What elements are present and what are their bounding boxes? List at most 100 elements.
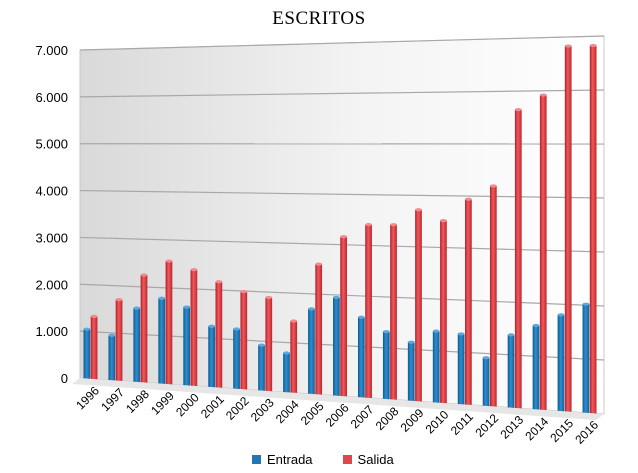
- bar-salida-top: [340, 235, 347, 239]
- bar-salida: [165, 260, 173, 385]
- bar-entrada: [532, 325, 540, 410]
- bar-entrada-top: [357, 315, 365, 319]
- x-tick-label: 2004: [273, 397, 302, 426]
- bar-entrada-top: [532, 323, 540, 328]
- x-tick-label: 2000: [173, 390, 202, 419]
- bar-entrada: [582, 304, 590, 413]
- bar-salida: [365, 224, 372, 399]
- bar-entrada-top: [457, 332, 465, 336]
- bar-salida-top: [489, 184, 497, 188]
- x-tick-label: 2003: [248, 395, 277, 424]
- chart-legend: Entrada Salida: [252, 452, 394, 467]
- bar-entrada-top: [83, 327, 91, 331]
- legend-label-entrada: Entrada: [267, 452, 313, 467]
- bar-entrada-top: [432, 329, 440, 333]
- bar-salida-top: [290, 319, 298, 323]
- y-tick-label: 6.000: [35, 90, 68, 105]
- bar-salida: [465, 199, 472, 405]
- x-tick-label: 2013: [497, 413, 526, 442]
- bar-salida: [140, 274, 148, 383]
- bar-salida-top: [240, 289, 248, 294]
- bar-entrada: [382, 331, 390, 400]
- chart-floor: [72, 378, 604, 420]
- x-tick-label: 1998: [123, 387, 152, 416]
- bar-salida-top: [390, 223, 397, 227]
- x-tick-label: 2016: [572, 418, 601, 447]
- bar-entrada: [83, 328, 91, 379]
- bar-salida-top: [115, 298, 123, 302]
- x-tick-label: 2015: [547, 416, 576, 445]
- y-tick-label: 1.000: [35, 324, 68, 339]
- bar-salida-top: [415, 208, 422, 212]
- gridline: [79, 89, 605, 98]
- bar-salida-top: [265, 295, 273, 300]
- bar-salida-top: [365, 223, 372, 227]
- bar-entrada: [457, 333, 465, 405]
- bar-entrada-top: [582, 302, 590, 306]
- bar-salida: [564, 45, 572, 412]
- bar-entrada-top: [183, 305, 191, 309]
- bar-entrada-top: [507, 333, 515, 337]
- bar-entrada: [482, 357, 490, 407]
- y-tick-label: 2.000: [35, 277, 68, 292]
- bar-salida: [589, 45, 597, 414]
- x-tick-label: 2009: [398, 406, 427, 435]
- bar-salida: [215, 281, 223, 388]
- bar-entrada: [233, 328, 240, 389]
- bar-entrada-top: [557, 313, 565, 317]
- bar-salida: [415, 209, 422, 402]
- bar-salida: [315, 263, 323, 395]
- y-tick-label: 5.000: [35, 137, 68, 152]
- legend-label-salida: Salida: [357, 452, 394, 467]
- gridline: [79, 35, 605, 51]
- bar-salida-top: [215, 280, 223, 284]
- x-tick-label: 2008: [373, 404, 402, 433]
- x-tick-label: 2002: [223, 394, 252, 423]
- bar-entrada-top: [382, 330, 390, 334]
- y-tick-label: 0: [61, 371, 68, 386]
- chart-title: ESCRITOS: [272, 8, 366, 29]
- bar-entrada: [407, 342, 415, 401]
- x-tick-label: 2011: [448, 409, 476, 437]
- bar-salida: [440, 220, 447, 404]
- bar-entrada-top: [258, 343, 265, 347]
- bar-entrada: [333, 297, 340, 396]
- bar-salida: [115, 299, 123, 381]
- bar-entrada: [507, 334, 515, 408]
- legend-swatch-salida: [342, 455, 352, 464]
- bar-entrada: [258, 344, 265, 391]
- bar-entrada: [108, 335, 116, 381]
- bar-entrada-top: [108, 333, 116, 337]
- bar-entrada-top: [407, 340, 415, 344]
- bar-entrada: [432, 330, 440, 403]
- y-tick-label: 4.000: [35, 184, 68, 199]
- bar-salida: [489, 185, 497, 407]
- x-tick-label: 2007: [348, 402, 377, 431]
- bar-salida-top: [190, 268, 198, 272]
- bar-entrada-top: [133, 306, 141, 310]
- bar-salida-top: [315, 262, 323, 266]
- bar-entrada-top: [158, 296, 166, 300]
- bar-salida-top: [465, 197, 472, 201]
- bar-entrada: [133, 307, 141, 383]
- bar-entrada-top: [283, 351, 290, 355]
- bar-entrada: [283, 352, 290, 393]
- bar-salida-top: [90, 314, 98, 318]
- x-tick-label: 1999: [148, 389, 177, 418]
- x-tick-label: 2014: [522, 414, 551, 443]
- bar-entrada: [357, 317, 365, 398]
- bar-entrada-top: [208, 324, 215, 328]
- bar-entrada: [557, 314, 565, 412]
- x-tick-label: 2006: [323, 401, 352, 430]
- y-tick-label: 7.000: [35, 43, 68, 58]
- bar-salida: [390, 224, 397, 400]
- bar-entrada-top: [333, 295, 340, 300]
- bar-salida-top: [440, 218, 447, 223]
- bar-salida: [290, 320, 298, 393]
- bar-salida-top: [140, 273, 148, 277]
- bar-salida: [340, 236, 347, 397]
- bar-salida: [265, 297, 273, 392]
- bar-salida-top: [589, 43, 597, 48]
- x-tick-label: 2005: [298, 399, 327, 428]
- bar-salida-top: [514, 108, 522, 112]
